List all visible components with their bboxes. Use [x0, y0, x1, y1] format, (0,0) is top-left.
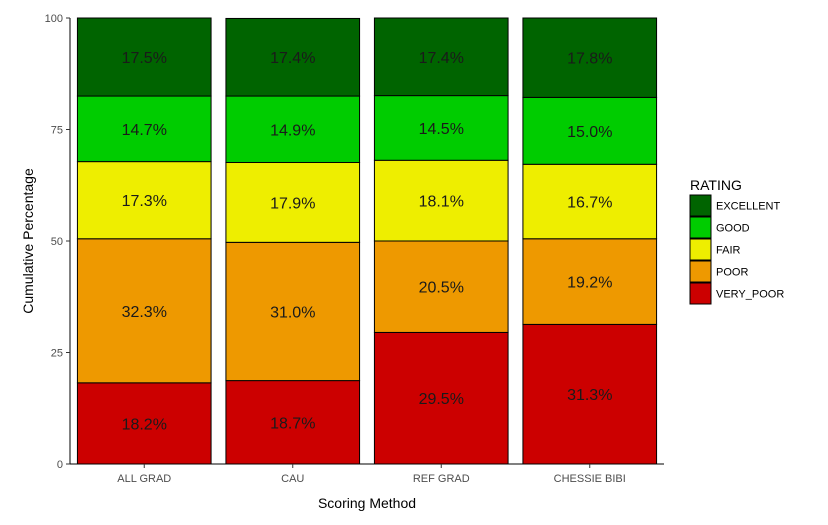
bar-segment-excellent-2	[373, 17, 509, 97]
legend-label: EXCELLENT	[716, 201, 780, 213]
data-label: 18.2%	[122, 416, 167, 433]
data-label: 31.0%	[270, 304, 315, 321]
bar-segment-excellent-3	[522, 17, 658, 98]
data-label: 15.0%	[567, 124, 612, 141]
legend-label: GOOD	[716, 223, 750, 235]
bar-segment-poor-3	[522, 238, 658, 325]
bar-segment-very-poor-1	[225, 380, 361, 465]
data-label: 31.3%	[567, 387, 612, 404]
bar-segment-fair-2	[373, 159, 509, 242]
data-label: 20.5%	[419, 280, 464, 297]
data-label: 17.4%	[270, 50, 315, 67]
bars-layer: 18.2% 32.3% 17.3% 14.7% 17.5% 18.7% 31.0% 17.9%…	[76, 17, 658, 465]
legend-key-good	[689, 216, 712, 239]
legend-label: POOR	[716, 267, 748, 279]
data-label: 18.7%	[270, 415, 315, 432]
bar-segment-fair-3	[522, 163, 658, 240]
y-tick-label: 25	[51, 348, 63, 360]
data-label: 17.8%	[567, 51, 612, 68]
bar-segment-fair-1	[225, 162, 361, 243]
data-label: 17.5%	[122, 50, 167, 67]
x-axis: ALL GRAD CAU REF GRAD CHESSIE BIBI	[70, 463, 664, 485]
bar-segment-excellent-0	[76, 17, 212, 97]
legend-title: RATING	[690, 177, 742, 193]
legend-key-poor	[689, 260, 712, 283]
data-label: 14.9%	[270, 122, 315, 139]
legend-label: FAIR	[716, 245, 741, 257]
legend-label: VERY_POOR	[716, 289, 784, 301]
data-label: 14.5%	[419, 121, 464, 138]
bar-segment-poor-2	[373, 240, 509, 333]
x-tick-label: CAU	[281, 473, 304, 485]
data-label: 16.7%	[567, 195, 612, 212]
y-tick-label: 75	[51, 125, 63, 137]
data-label: 17.4%	[419, 50, 464, 67]
legend: RATING EXCELLENT GOOD FAIR POOR VERY_POOR	[689, 177, 784, 305]
data-label: 19.2%	[567, 275, 612, 292]
data-label: 18.1%	[419, 194, 464, 211]
legend-key-fair	[689, 238, 712, 261]
bar-segment-good-1	[225, 95, 361, 164]
legend-key-very-poor	[689, 282, 712, 305]
bar-segment-good-0	[76, 95, 212, 163]
data-label: 17.9%	[270, 195, 315, 212]
y-tick-label: 50	[51, 236, 63, 248]
bar-segment-poor-0	[76, 238, 212, 384]
data-label: 14.7%	[122, 122, 167, 139]
y-axis: 0 25 50 75 100	[45, 13, 71, 471]
bar-segment-very-poor-2	[373, 331, 509, 465]
x-axis-title: Scoring Method	[318, 495, 416, 511]
data-label: 29.5%	[419, 391, 464, 408]
data-label: 32.3%	[122, 304, 167, 321]
x-tick-label: REF GRAD	[413, 473, 470, 485]
data-label: 17.3%	[122, 193, 167, 210]
bar-segment-poor-1	[225, 241, 361, 382]
x-tick-label: CHESSIE BIBI	[554, 473, 626, 485]
y-tick-label: 0	[57, 459, 63, 471]
bar-segment-good-3	[522, 96, 658, 165]
y-axis-title: Cumulative Percentage	[20, 168, 36, 314]
bar-segment-very-poor-3	[522, 323, 658, 465]
bar-segment-excellent-1	[225, 17, 361, 97]
y-tick-label: 100	[45, 13, 63, 25]
bar-segment-very-poor-0	[76, 382, 212, 465]
x-tick-label: ALL GRAD	[117, 473, 171, 485]
legend-key-excellent	[689, 194, 712, 217]
